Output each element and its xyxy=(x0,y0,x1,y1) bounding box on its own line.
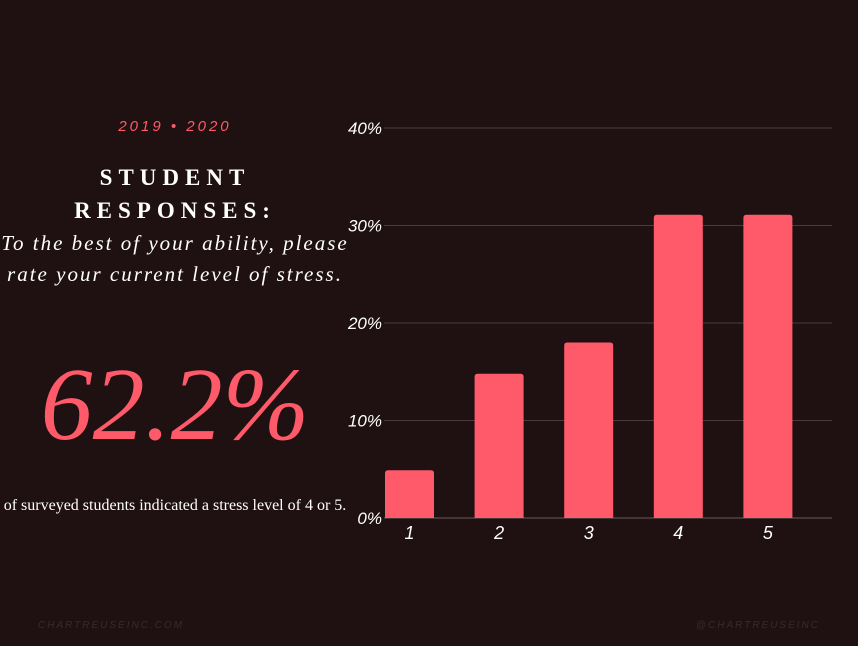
left-panel: 2019 • 2020 STUDENT RESPONSES: To the be… xyxy=(0,0,350,646)
bars xyxy=(385,214,793,518)
bar-2 xyxy=(474,373,524,518)
y-tick-labels: 0% 10% 20% 30% 40% xyxy=(347,119,382,528)
x-tick-labels: 1 2 3 4 5 xyxy=(404,523,773,543)
footer-handle: @CHARTREUSEINC xyxy=(695,620,820,631)
bar-5 xyxy=(743,214,793,518)
bar-3 xyxy=(564,342,614,518)
y-tick-label: 20% xyxy=(347,314,382,333)
survey-question: To the best of your ability, please rate… xyxy=(1,231,349,286)
y-tick-label: 30% xyxy=(348,217,382,236)
bar-4 xyxy=(653,214,703,518)
x-tick-label: 3 xyxy=(584,523,594,543)
x-tick-label: 5 xyxy=(763,523,774,543)
x-tick-label: 4 xyxy=(673,523,683,543)
x-tick-label: 2 xyxy=(493,523,504,543)
y-tick-label: 0% xyxy=(357,509,382,528)
x-tick-label: 1 xyxy=(404,523,414,543)
bar-1 xyxy=(385,470,434,518)
heading: STUDENT RESPONSES: xyxy=(74,165,276,223)
year-label: 2019 • 2020 xyxy=(118,118,232,135)
big-stat: 62.2% xyxy=(40,347,310,462)
y-tick-label: 40% xyxy=(348,119,382,138)
stat-caption: of surveyed students indicated a stress … xyxy=(3,497,347,514)
footer-website: CHARTREUSEINC.COM xyxy=(38,620,185,631)
y-tick-label: 10% xyxy=(348,412,382,431)
